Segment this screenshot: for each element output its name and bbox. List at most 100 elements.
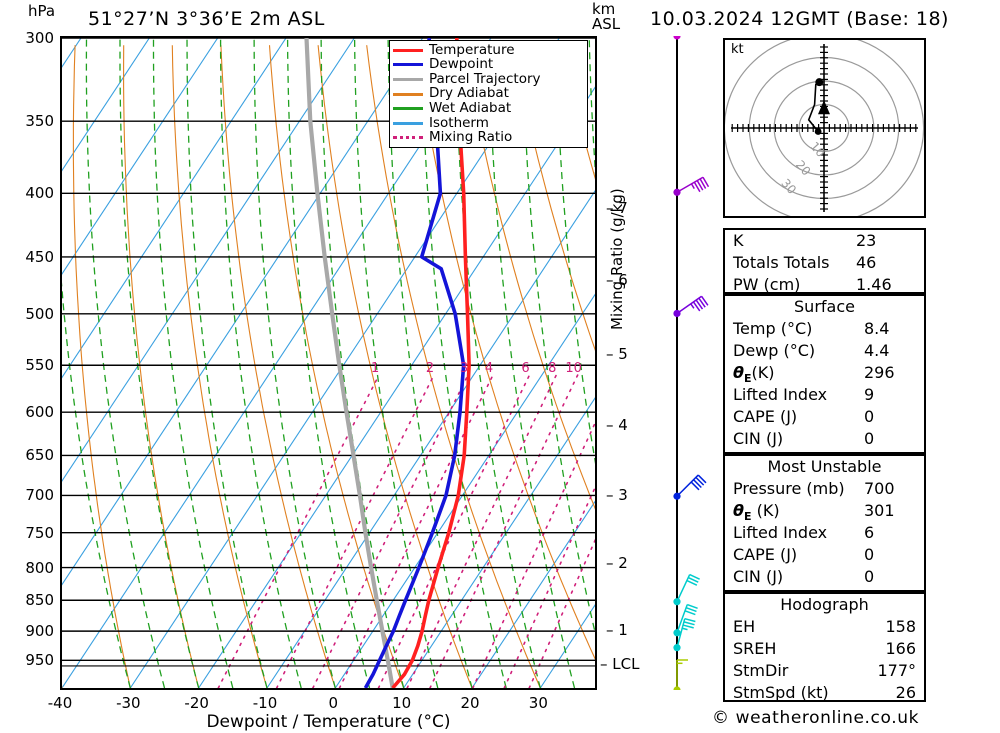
legend-swatch-icon [393, 48, 423, 52]
theta-e-symbol: θE [733, 363, 752, 386]
box-surface-row: CIN (J) 0 [725, 428, 924, 450]
pressure-tick-800: 800 [25, 558, 54, 577]
temperature-tick-30: 30 [528, 694, 548, 712]
copyright-credit: © weatheronline.co.uk [712, 708, 920, 728]
row-value: 0 [864, 429, 875, 448]
legend-swatch-icon [393, 77, 423, 81]
box-surface-row: θE(K) 296 [725, 362, 924, 386]
svg-text:3: 3 [460, 361, 468, 376]
row-label: Lifted Index [733, 523, 828, 542]
row-label: K [733, 231, 744, 250]
height-tick-4: – 4 [606, 415, 628, 434]
row-value: 177° [877, 661, 916, 680]
hodograph-unit-label: kt [731, 42, 744, 57]
box-hodo-row: SREH 166 [725, 638, 924, 660]
height-tick-7: – 7 [606, 198, 628, 217]
hodograph-plot: kt 10 20 30 [723, 33, 926, 223]
height-unit-line1: km [592, 0, 616, 18]
row-label: SREH [733, 639, 777, 658]
legend-swatch-icon [393, 107, 423, 111]
legend-label: Temperature [429, 41, 515, 58]
isobar-lines [62, 38, 595, 662]
row-value: 0 [864, 545, 875, 564]
parcel-trajectory-trace [304, 38, 395, 688]
row-value: 9 [864, 385, 875, 404]
pressure-unit-label: hPa [28, 2, 56, 20]
wind-barb-300mb [673, 25, 709, 40]
svg-text:20: 20 [793, 158, 814, 179]
height-tick-2: – 2 [606, 554, 628, 573]
legend-label: Mixing Ratio [429, 129, 513, 146]
skewt-plot-area: 1 2 3 4 6 8 10 [60, 36, 597, 690]
wind-barb-column [655, 25, 715, 694]
pressure-tick-550: 550 [25, 356, 54, 375]
pressure-tick-850: 850 [25, 591, 54, 610]
legend-label: Dewpoint [429, 56, 494, 73]
row-value: 46 [856, 253, 877, 272]
row-value: 8.4 [864, 319, 890, 338]
height-tick-1: – 1 [606, 620, 628, 639]
mixing-ratio-labels: 1 2 3 4 6 8 10 [371, 361, 582, 376]
pressure-tick-300: 300 [25, 29, 54, 47]
pressure-tick-750: 750 [25, 523, 54, 542]
row-label: θE (K) [733, 500, 780, 523]
row-label: PW (cm) [733, 275, 801, 294]
dewpoint-trace [363, 38, 466, 688]
row-label: CAPE (J) [733, 545, 798, 564]
temperature-tick--20: -20 [184, 694, 209, 712]
legend-swatch-icon [393, 63, 423, 67]
wind-barb-400mb [673, 176, 710, 196]
row-label: EH [733, 617, 756, 636]
svg-text:10: 10 [565, 361, 582, 376]
box-surface-row: Temp (°C) 8.4 [725, 318, 924, 340]
temperature-trace [391, 38, 471, 688]
legend-swatch-icon [393, 92, 423, 96]
mixing-ratio-lines [217, 374, 595, 688]
box-hodo-row: StmDir 177° [725, 660, 924, 682]
wind-barb-850mb [673, 573, 700, 606]
pressure-tick-400: 400 [25, 184, 54, 203]
row-label: CIN (J) [733, 429, 784, 448]
pressure-tick-600: 600 [25, 403, 54, 422]
row-value: 0 [864, 407, 875, 426]
row-value: 26 [895, 683, 916, 702]
height-unit-line2: ASL [592, 15, 621, 33]
row-value: 0 [864, 567, 875, 586]
hodograph-trace [807, 81, 820, 133]
svg-text:10: 10 [807, 139, 828, 160]
row-label: Pressure (mb) [733, 479, 845, 498]
legend-label: Isotherm [429, 114, 489, 131]
mixing-ratio-axis-title: Mixing Ratio (g/kg) [608, 188, 626, 330]
wind-barb-500mb [673, 295, 709, 318]
temperature-tick--40: -40 [47, 694, 73, 712]
box-hodo-row: StmSpd (kt) 26 [725, 682, 924, 704]
row-label: StmSpd (kt) [733, 683, 829, 702]
box-indices-row: K 23 [725, 230, 924, 252]
wind-barb-700mb [673, 474, 707, 500]
legend-item-parcel-trajectory: Parcel Trajectory [393, 72, 584, 87]
temperature-tick-0: 0 [328, 694, 339, 712]
row-label: Dewp (°C) [733, 341, 816, 360]
box-hodo-heading: Hodograph [780, 595, 869, 614]
wind-barb-925mb [673, 617, 696, 652]
hodograph-axes [731, 44, 918, 212]
wind-barb-900mb [673, 603, 698, 637]
temperature-tick--10: -10 [252, 694, 278, 712]
run-datetime-title: 10.03.2024 12GMT (Base: 18) [650, 8, 949, 30]
svg-text:6: 6 [521, 361, 529, 376]
legend-item-mixing-ratio: Mixing Ratio [393, 131, 584, 146]
box-unstable-row: Lifted Index 6 [725, 522, 924, 544]
row-value: 700 [864, 479, 895, 498]
legend-swatch-icon [393, 136, 423, 140]
box-surface-row: Lifted Index 9 [725, 384, 924, 406]
row-label: StmDir [733, 661, 789, 680]
box-unstable-row: CAPE (J) 0 [725, 544, 924, 566]
legend-item-temperature: Temperature [393, 43, 584, 58]
box-unstable-row: Pressure (mb) 700 [725, 478, 924, 500]
pressure-tick-700: 700 [25, 486, 54, 505]
legend-item-dry-adiabat: Dry Adiabat [393, 87, 584, 102]
height-tick-5: – 5 [606, 345, 628, 364]
chart-legend: Temperature Dewpoint Parcel Trajectory Dry … [389, 40, 588, 149]
